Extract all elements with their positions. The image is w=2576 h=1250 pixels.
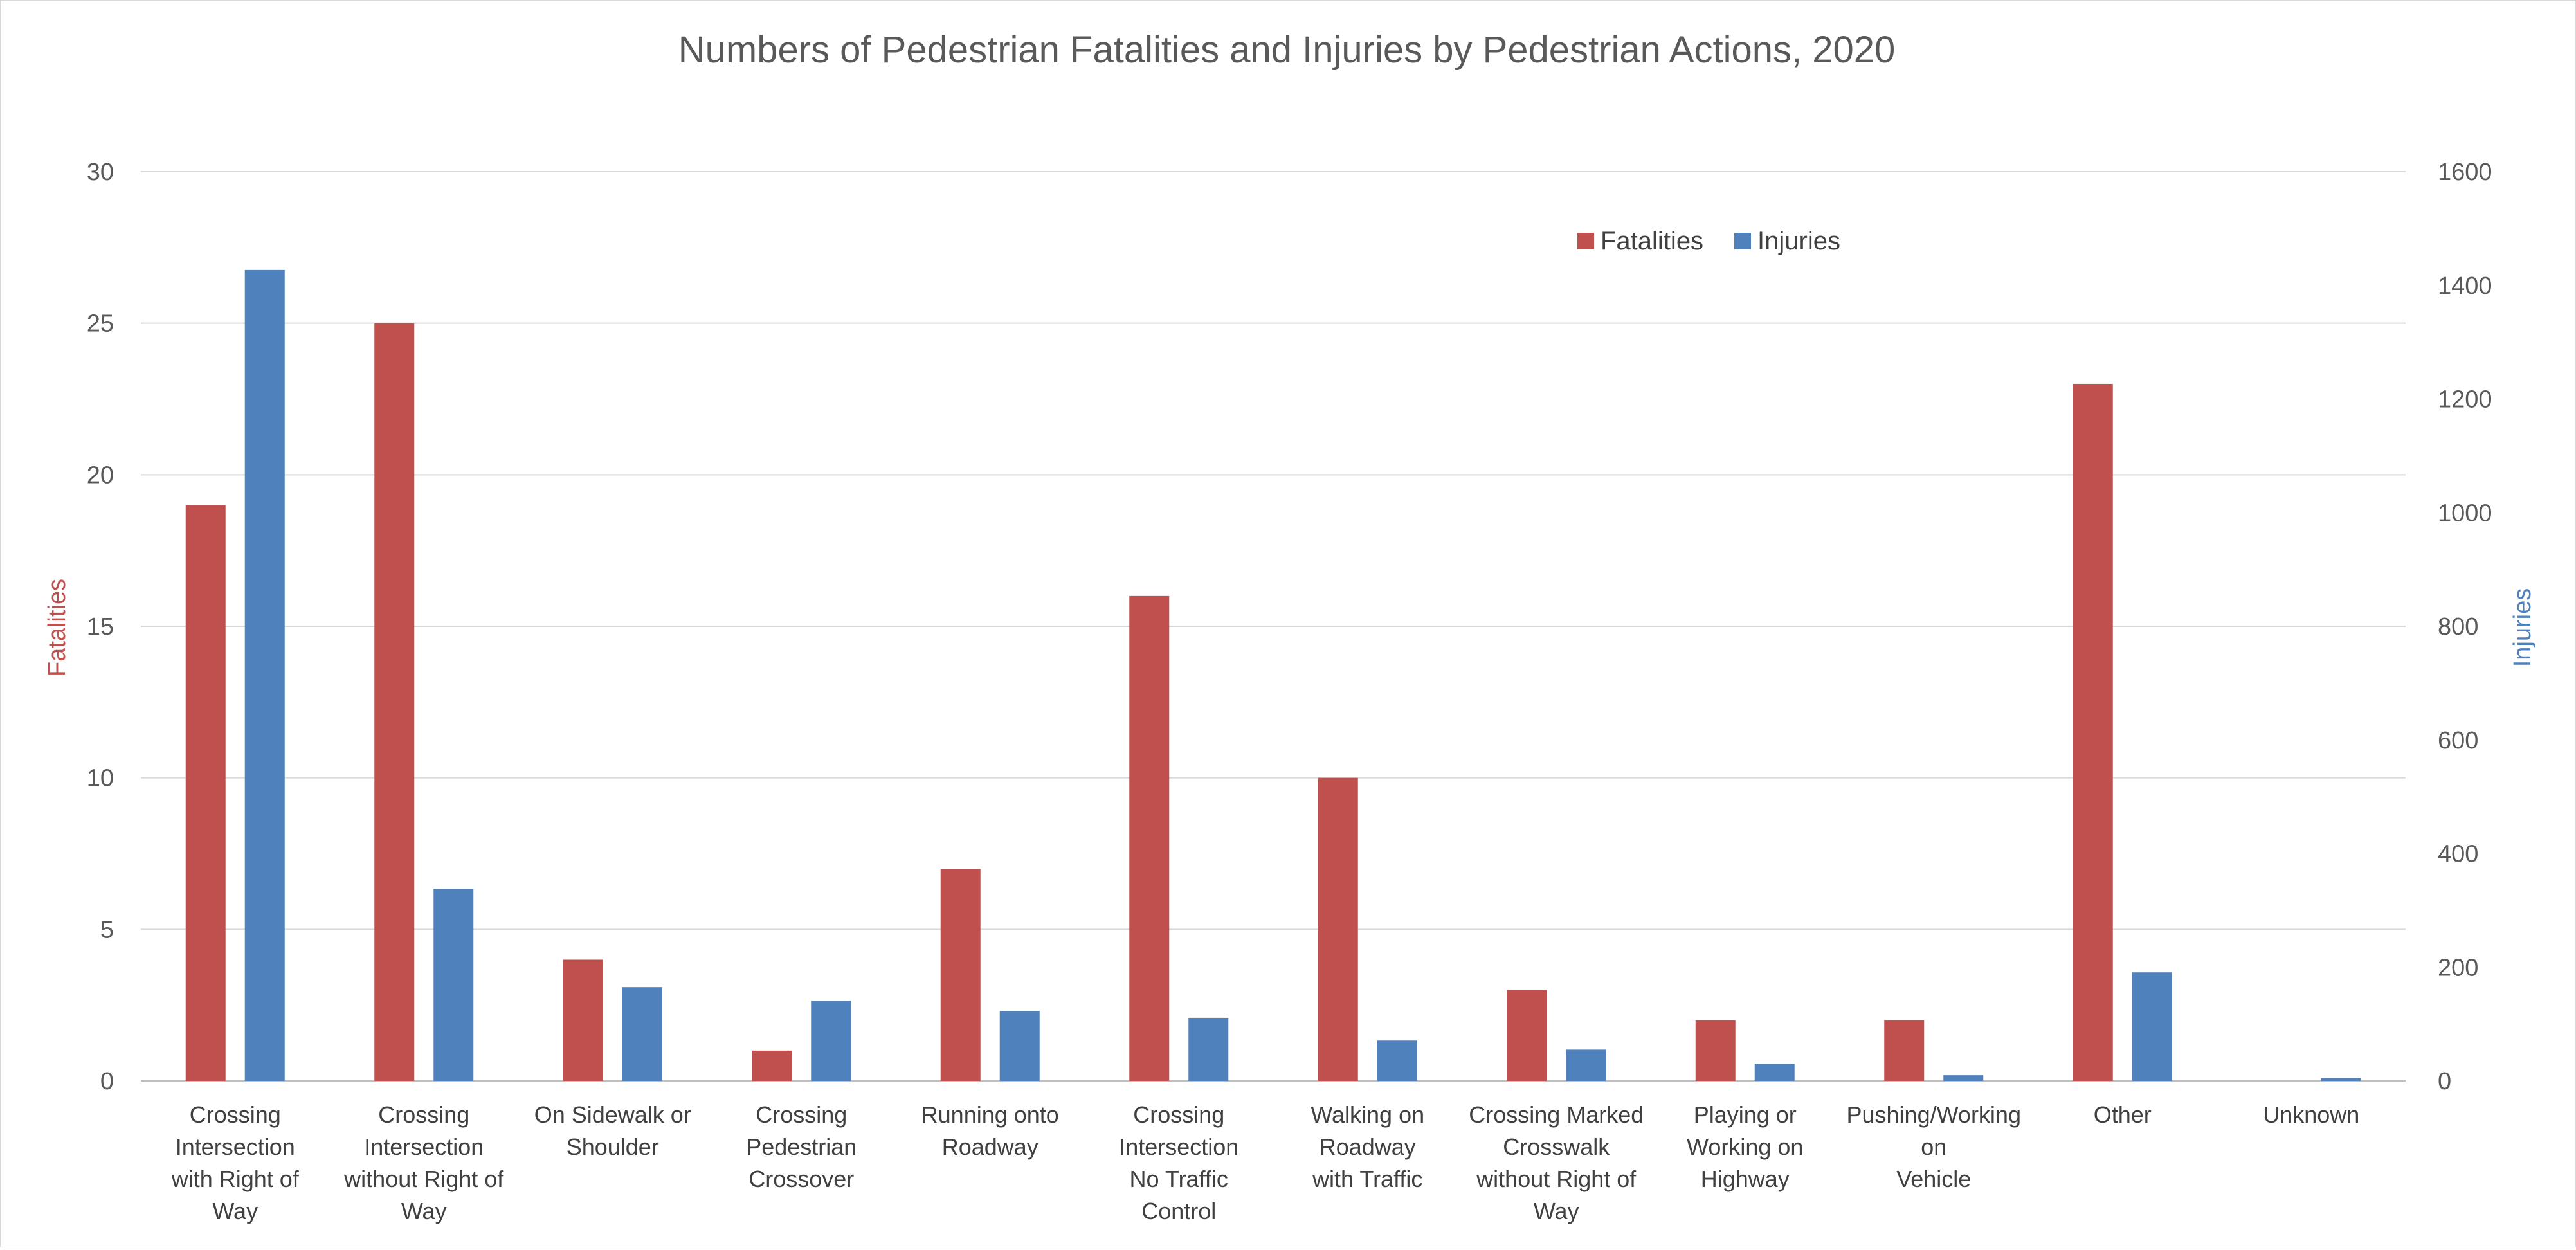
injuries-legend-swatch bbox=[1734, 233, 1751, 249]
category-label: On Sidewalk or Shoulder bbox=[534, 1101, 691, 1160]
right-tick-label: 1200 bbox=[2438, 386, 2492, 413]
fatalities-bar bbox=[940, 869, 981, 1081]
right-tick-label: 800 bbox=[2438, 613, 2478, 640]
category-label: Crossing Marked Crosswalk without Right of… bbox=[1469, 1101, 1644, 1224]
right-tick-label: 1600 bbox=[2438, 159, 2492, 186]
injuries-bar bbox=[1188, 1017, 1229, 1081]
category-label: Pushing/Working on Vehicle bbox=[1847, 1101, 2021, 1192]
fatalities-bar bbox=[563, 959, 603, 1081]
left-axis-ticks: 0 5 10 15 20 25 30 bbox=[87, 159, 114, 1095]
gridlines bbox=[141, 171, 2406, 1082]
injuries-bar bbox=[1754, 1064, 1795, 1081]
fatalities-bar bbox=[752, 1050, 792, 1081]
chart-title: Numbers of Pedestrian Fatalities and Inj… bbox=[678, 29, 1895, 71]
right-axis-title: Injuries bbox=[2509, 588, 2536, 667]
right-axis-ticks: 0 200 400 600 800 1000 1200 1400 1600 bbox=[2438, 159, 2492, 1095]
right-tick-label: 0 bbox=[2438, 1068, 2451, 1095]
right-tick-label: 1000 bbox=[2438, 500, 2492, 527]
fatalities-bar bbox=[1884, 1020, 1925, 1081]
injuries-legend-label: Injuries bbox=[1757, 227, 1840, 255]
left-tick-label: 5 bbox=[100, 916, 114, 943]
injuries-bar bbox=[999, 1011, 1040, 1081]
injuries-bar bbox=[811, 1001, 851, 1081]
left-tick-label: 20 bbox=[87, 462, 114, 489]
left-tick-label: 10 bbox=[87, 765, 114, 792]
injuries-bar bbox=[622, 987, 662, 1081]
fatalities-bar bbox=[1507, 990, 1547, 1081]
bar-series bbox=[185, 269, 2361, 1082]
fatalities-bar bbox=[1318, 777, 1358, 1081]
injuries-bar bbox=[2321, 1078, 2361, 1081]
legend: Fatalities Injuries bbox=[1577, 227, 1840, 255]
right-tick-label: 400 bbox=[2438, 841, 2478, 868]
category-label: Crossing Intersection without Right of Way bbox=[343, 1101, 504, 1224]
category-label: Walking on Roadway with Traffic bbox=[1311, 1101, 1424, 1192]
left-tick-label: 0 bbox=[100, 1068, 114, 1095]
category-label: Running onto Roadway bbox=[921, 1101, 1059, 1160]
injuries-bar bbox=[433, 889, 474, 1081]
right-tick-label: 1400 bbox=[2438, 273, 2492, 300]
fatalities-bar bbox=[374, 323, 415, 1082]
category-label: Playing or Working on Highway bbox=[1687, 1101, 1803, 1192]
category-label: Other bbox=[2094, 1101, 2152, 1128]
fatalities-bar bbox=[1695, 1020, 1736, 1081]
fatalities-legend-label: Fatalities bbox=[1601, 227, 1703, 255]
left-tick-label: 15 bbox=[87, 613, 114, 640]
left-tick-label: 30 bbox=[87, 159, 114, 186]
fatalities-bar bbox=[2073, 383, 2113, 1081]
right-tick-label: 200 bbox=[2438, 954, 2478, 981]
injuries-bar bbox=[1566, 1049, 1606, 1081]
category-labels: Crossing Intersection with Right of Way Cros… bbox=[171, 1101, 2360, 1224]
category-label: Unknown bbox=[2263, 1101, 2359, 1128]
fatalities-bar bbox=[185, 505, 226, 1081]
category-label: Crossing Intersection with Right of Way bbox=[171, 1101, 300, 1224]
left-tick-label: 25 bbox=[87, 311, 114, 338]
injuries-bar bbox=[2132, 972, 2172, 1081]
left-axis-title: Fatalities bbox=[44, 579, 71, 676]
injuries-bar bbox=[1377, 1040, 1417, 1081]
right-tick-label: 600 bbox=[2438, 727, 2478, 754]
category-label: Crossing Pedestrian Crossover bbox=[746, 1101, 857, 1192]
injuries-bar bbox=[244, 269, 285, 1081]
category-label: Crossing Intersection No Traffic Control bbox=[1119, 1101, 1238, 1224]
injuries-bar bbox=[1943, 1075, 1984, 1081]
fatalities-legend-swatch bbox=[1577, 233, 1594, 249]
fatalities-bar bbox=[1129, 595, 1170, 1081]
